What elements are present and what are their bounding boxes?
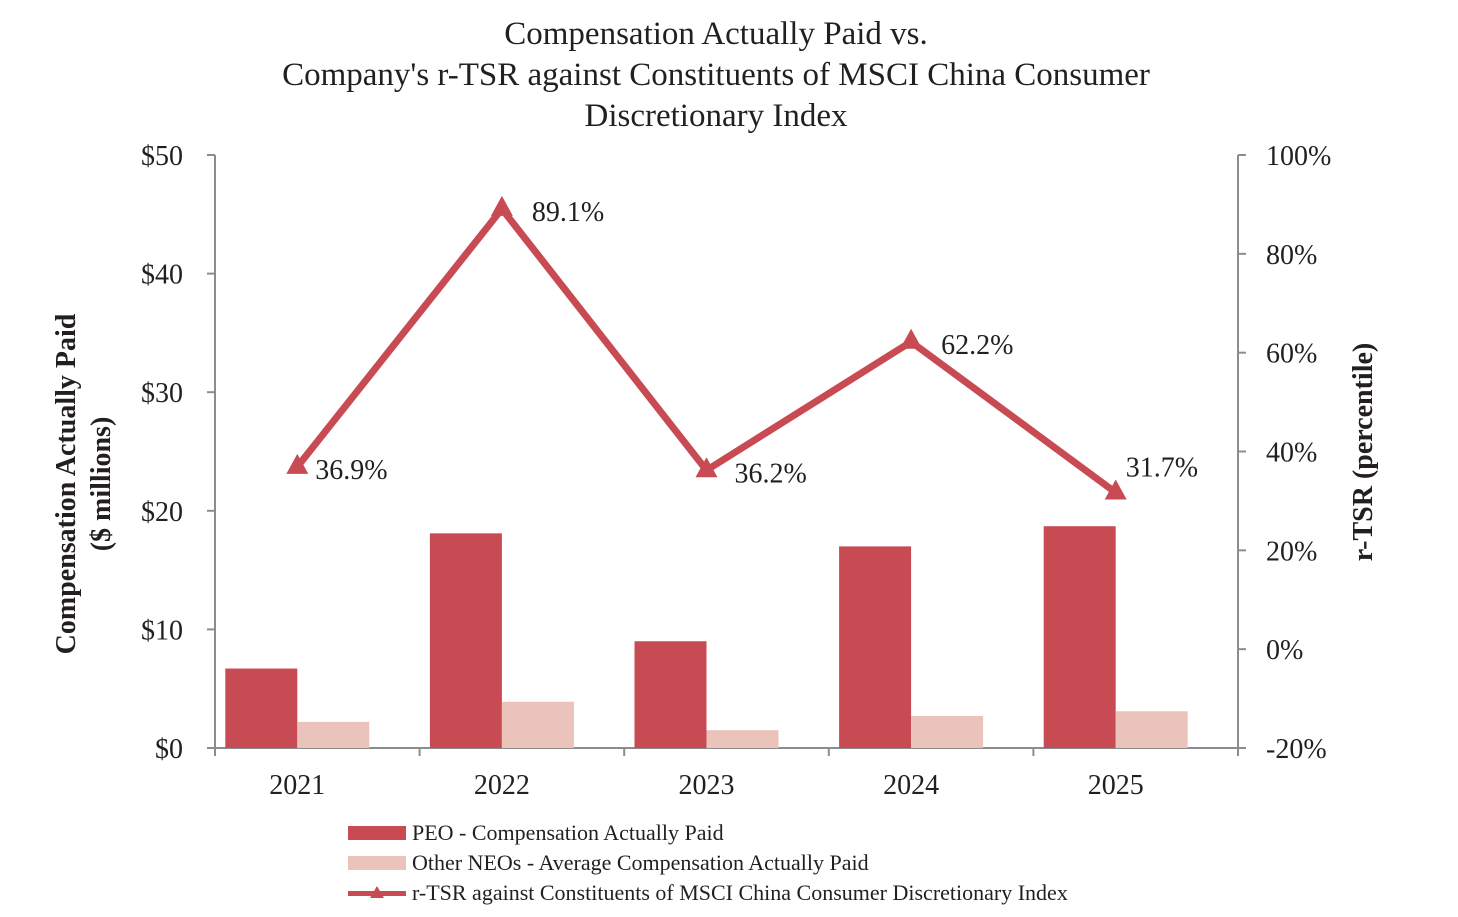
legend-item-other-neos: Other NEOs - Average Compensation Actual…: [348, 848, 1068, 878]
legend-swatch-rtsr: [348, 886, 406, 900]
left-axis-title-line: Compensation Actually Paid: [51, 313, 82, 654]
bar-peo: [225, 668, 298, 748]
legend-label-rtsr: r-TSR against Constituents of MSCI China…: [412, 880, 1068, 905]
rtsr-data-label: 62.2%: [941, 330, 1013, 361]
right-axis-title: r-TSR (percentile): [1348, 343, 1379, 562]
labels: 36.9% 89.1% 36.2% 62.2% 31.7%: [315, 197, 1198, 489]
bar-peo: [839, 546, 912, 748]
x-tick-label: 2021: [269, 770, 325, 801]
right-tick-label: 60%: [1266, 339, 1317, 370]
legend-item-peo: PEO - Compensation Actually Paid: [348, 818, 1068, 848]
rtsr-marker: [695, 457, 718, 478]
right-tick-label: 100%: [1266, 141, 1331, 172]
rtsr-data-label: 36.9%: [315, 455, 387, 486]
legend-swatch-other-neos: [348, 856, 406, 870]
chart-title-line-2: Company's r-TSR against Constituents of …: [282, 57, 1150, 93]
right-tick-label: 0%: [1266, 635, 1303, 666]
bar-other-neos: [911, 715, 984, 748]
bar-peo: [1043, 526, 1116, 748]
bar-other-neos: [1115, 711, 1188, 748]
rtsr-marker: [490, 195, 513, 216]
left-tick-label: $40: [141, 260, 183, 291]
chart-title-line-3: Discretionary Index: [584, 98, 848, 134]
bars: [225, 526, 1188, 748]
right-tick-label: -20%: [1266, 734, 1327, 765]
left-tick-label: $10: [141, 615, 183, 646]
legend-swatch-peo: [348, 826, 406, 840]
rtsr-marker: [900, 328, 923, 349]
rtsr-marker: [1104, 479, 1127, 500]
bar-other-neos: [297, 721, 370, 748]
left-tick-label: $30: [141, 378, 183, 409]
chart-title-line-1: Compensation Actually Paid vs.: [504, 16, 928, 52]
rtsr-data-label: 89.1%: [532, 197, 604, 228]
x-tick-label: 2023: [679, 770, 735, 801]
triangle-marker-icon: [370, 886, 384, 898]
bar-other-neos: [501, 701, 574, 748]
left-tick-label: $20: [141, 497, 183, 528]
x-tick-label: 2022: [474, 770, 530, 801]
left-axis-title-line: ($ millions): [86, 417, 117, 552]
legend-item-rtsr: r-TSR against Constituents of MSCI China…: [348, 878, 1068, 908]
right-tick-label: 80%: [1266, 240, 1317, 271]
bar-peo: [429, 533, 502, 748]
axes: $0 $10 $20 $30 $40 $50 -20% 0% 20% 40% 60% 80% 100% 2…: [51, 141, 1379, 801]
rtsr-marker: [286, 453, 309, 474]
x-tick-label: 2024: [883, 770, 939, 801]
bar-other-neos: [706, 730, 779, 748]
rtsr-data-label: 36.2%: [735, 458, 807, 489]
legend-label-other-neos: Other NEOs - Average Compensation Actual…: [412, 850, 869, 875]
rtsr-data-label: 31.7%: [1126, 453, 1198, 484]
right-tick-label: 40%: [1266, 438, 1317, 469]
left-tick-label: $50: [141, 141, 183, 172]
bar-peo: [634, 641, 707, 748]
rtsr-line: [286, 195, 1127, 500]
right-tick-label: 20%: [1266, 536, 1317, 567]
left-tick-label: $0: [155, 734, 183, 765]
chart-title: Compensation Actually Paid vs. Company's…: [0, 14, 1432, 137]
legend: PEO - Compensation Actually Paid Other N…: [348, 818, 1068, 908]
legend-label-peo: PEO - Compensation Actually Paid: [412, 820, 724, 845]
left-axis-title: Compensation Actually Paid ($ millions): [51, 313, 117, 654]
x-tick-label: 2025: [1088, 770, 1144, 801]
